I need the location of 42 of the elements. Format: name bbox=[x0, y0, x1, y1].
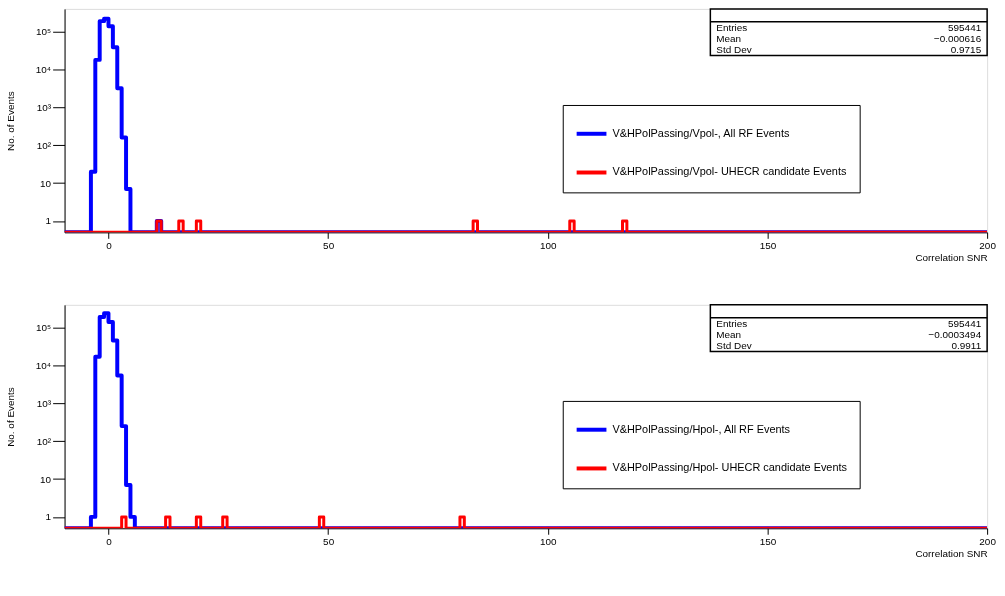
legend-label: V&HPolPassing/Vpol-, All RF Events bbox=[612, 126, 790, 139]
x-tick-label: 150 bbox=[759, 239, 777, 251]
annotation: 0.9911 bbox=[951, 340, 982, 352]
annotation: Mean bbox=[716, 33, 742, 45]
legend-label: V&HPolPassing/Hpol-, All RF Events bbox=[612, 422, 791, 435]
x-tick-label: 0 bbox=[106, 239, 113, 251]
x-axis-title: Correlation SNR bbox=[915, 251, 988, 263]
x-tick-label: 50 bbox=[323, 535, 335, 547]
y-axis-title: No. of Events bbox=[4, 387, 16, 447]
annotation: −0.0003494 bbox=[928, 329, 982, 341]
x-tick-label: 50 bbox=[323, 239, 335, 251]
annotation: −0.000616 bbox=[933, 33, 982, 45]
y-tick-label: 10³ bbox=[36, 397, 52, 409]
y-tick-label: 10⁴ bbox=[35, 359, 52, 371]
x-tick-label: 200 bbox=[979, 239, 997, 251]
y-axis-title: No. of Events bbox=[4, 91, 16, 151]
y-tick-label: 1 bbox=[45, 215, 52, 227]
x-tick-label: 150 bbox=[759, 535, 777, 547]
x-axis-title: Correlation SNR bbox=[915, 547, 988, 559]
annotation: Entries bbox=[716, 318, 748, 330]
x-tick-label: 100 bbox=[540, 535, 558, 547]
annotation: Std Dev bbox=[716, 44, 752, 56]
y-tick-label: 10 bbox=[40, 177, 52, 189]
x-tick-label: 200 bbox=[979, 535, 997, 547]
annotation: 0.9715 bbox=[950, 44, 982, 56]
annotation: Std Dev bbox=[716, 340, 752, 352]
y-tick-label: 10² bbox=[36, 139, 52, 151]
y-tick-label: 10² bbox=[36, 435, 52, 447]
x-tick-label: 0 bbox=[106, 535, 113, 547]
y-tick-label: 10 bbox=[40, 473, 52, 485]
y-tick-label: 10³ bbox=[36, 101, 52, 113]
legend-label: V&HPolPassing/Hpol- UHECR candidate Events bbox=[612, 461, 848, 474]
annotation: Entries bbox=[716, 22, 748, 34]
legend-label: V&HPolPassing/Vpol- UHECR candidate Events bbox=[612, 165, 847, 178]
annotation: 595441 bbox=[948, 22, 982, 34]
y-tick-label: 1 bbox=[45, 511, 52, 523]
y-tick-label: 10⁴ bbox=[35, 64, 52, 76]
x-tick-label: 100 bbox=[540, 239, 558, 251]
annotation: Mean bbox=[716, 329, 742, 341]
annotation: 595441 bbox=[948, 318, 982, 330]
y-tick-label: 10⁵ bbox=[35, 26, 52, 38]
y-tick-label: 10⁵ bbox=[35, 322, 52, 334]
